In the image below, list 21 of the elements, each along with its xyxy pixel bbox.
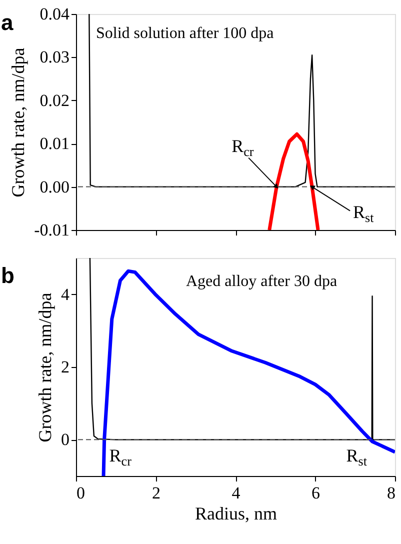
x-tick-label: 4 <box>232 484 241 502</box>
y-tick-label: -0.01 <box>34 220 70 240</box>
y-tick-label: 0.02 <box>40 90 70 110</box>
y-tick-label: 4 <box>61 284 70 304</box>
chart-title: a <box>1 10 14 35</box>
x-axis-title: Radius, nm <box>194 504 278 524</box>
x-tick-label: 8 <box>387 484 396 502</box>
y-tick-label: 0 <box>61 430 70 450</box>
x-tick-label: 0 <box>76 484 85 502</box>
x-tick-label: 6 <box>312 484 320 502</box>
y-tick-label: 0.03 <box>40 48 70 67</box>
y-axis-title: Growth rate, nm/dpa <box>8 48 28 198</box>
y-tick-label: 0.00 <box>40 177 70 196</box>
y-axis-title: Growth rate, nm/dpa <box>35 292 55 442</box>
y-tick-label: 0.01 <box>40 134 70 154</box>
annotation: Aged alloy after 30 dpa <box>186 273 338 290</box>
annotation: Solid solution after 100 dpa <box>96 25 274 42</box>
y-tick-label: 2 <box>61 358 70 376</box>
y-tick-label: 0.04 <box>40 4 70 24</box>
chart-title: b <box>1 263 14 288</box>
x-tick-label: 2 <box>152 484 160 502</box>
